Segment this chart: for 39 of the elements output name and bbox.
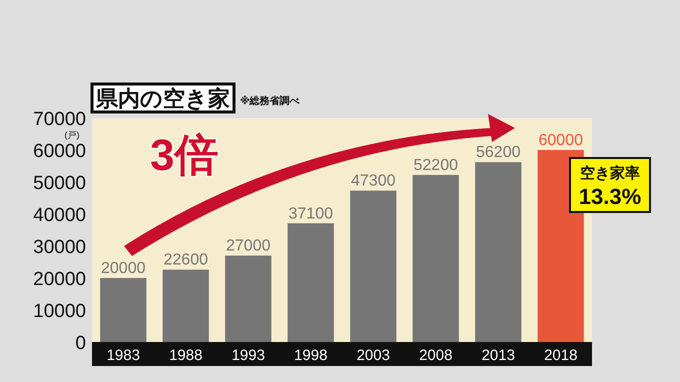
annotation: 13.3%	[578, 184, 642, 209]
vacancy-rate-box: 空き家率 13.3%	[569, 157, 651, 213]
y-axis-title: (戸)	[64, 130, 80, 140]
bar	[350, 190, 396, 342]
x-tick-label: 2013	[482, 347, 515, 364]
bar	[162, 270, 209, 342]
x-tick-label: 2018	[544, 347, 578, 364]
data-label: 27000	[226, 238, 271, 255]
bar	[100, 278, 146, 342]
y-tick-label: 20000	[33, 269, 86, 290]
y-tick-label: 0	[75, 333, 86, 354]
y-tick-label: 30000	[33, 237, 86, 258]
x-tick-label: 1988	[169, 347, 202, 364]
title-box: 県内の空き家	[90, 82, 236, 114]
bar	[288, 223, 334, 342]
annotation: 空き家率	[580, 164, 640, 182]
annotation: 3倍	[150, 131, 218, 180]
x-tick-label: 1993	[232, 347, 265, 364]
data-label: 37100	[288, 205, 334, 222]
bar	[412, 174, 459, 342]
data-label: 20000	[101, 260, 146, 277]
y-tick-label: 70000	[33, 109, 86, 130]
data-label: 56200	[476, 144, 521, 162]
y-tick-label: 60000	[33, 141, 86, 162]
data-label: 47300	[351, 172, 396, 190]
text: ※総務省調べ	[240, 95, 301, 107]
y-tick-label: 40000	[33, 205, 86, 226]
data-label: 60000	[538, 132, 584, 149]
x-tick-label: 2003	[356, 347, 390, 364]
data-label: 22600	[164, 252, 208, 269]
data-label: 52200	[414, 156, 458, 174]
y-tick-label: 50000	[33, 173, 86, 194]
y-tick-label: 10000	[33, 301, 86, 322]
x-tick-label: 1983	[106, 347, 140, 364]
x-tick-label: 2008	[419, 347, 452, 364]
chart-title: 県内の空き家	[95, 86, 230, 111]
x-tick-label: 1998	[294, 347, 328, 364]
bar	[475, 162, 522, 342]
bar	[225, 256, 272, 342]
